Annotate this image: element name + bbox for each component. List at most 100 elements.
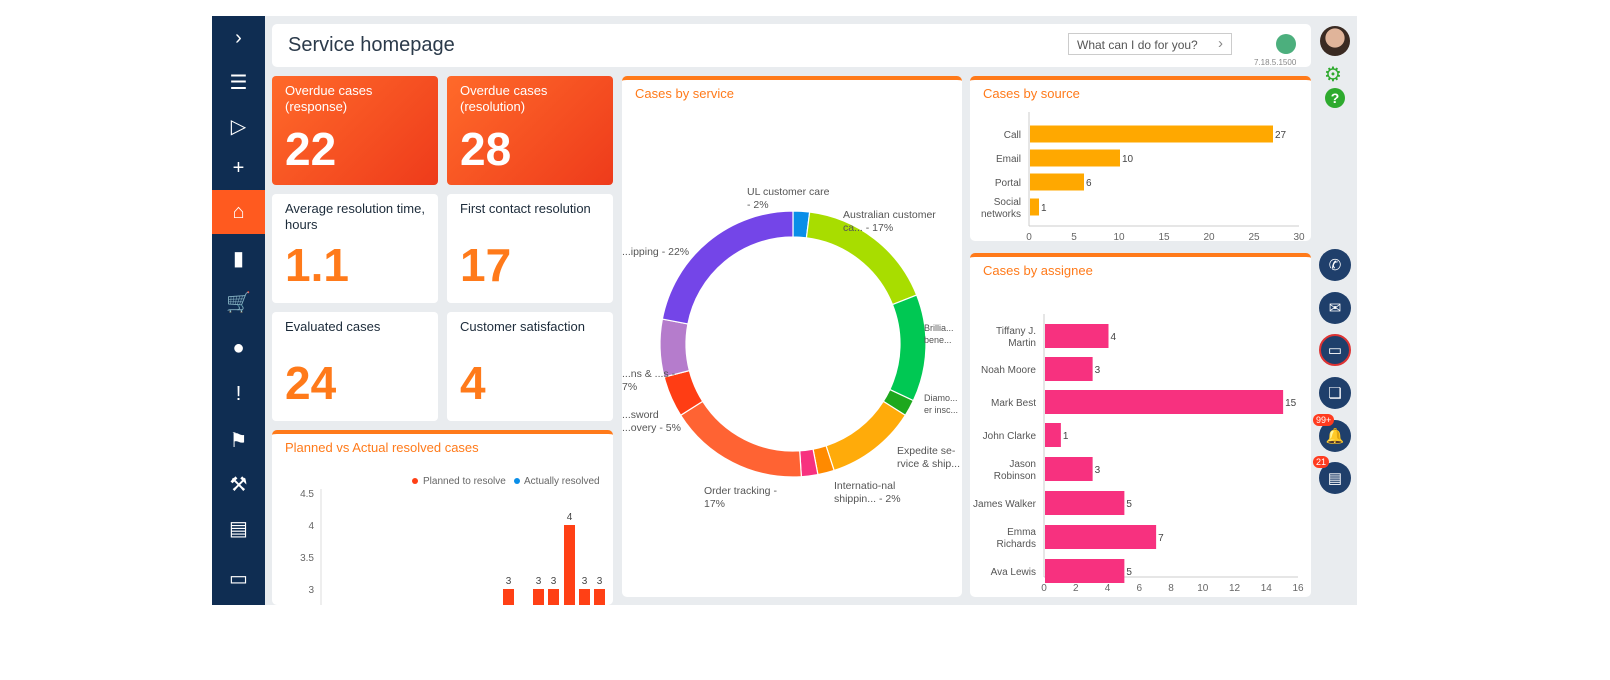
slice-label: UL customer care - 2%	[747, 186, 830, 211]
kpi-tile[interactable]: Overdue cases (resolution) 28	[447, 76, 613, 185]
kpi-label: Overdue cases (resolution)	[460, 83, 548, 114]
legend-planned: Planned to resolve	[423, 476, 506, 487]
x-tick-label: 10	[1113, 232, 1125, 241]
data-label: 3	[506, 576, 512, 587]
data-label: 3	[1095, 365, 1101, 376]
slice-label: Brillia... bene...	[924, 323, 954, 345]
play-icon[interactable]: ▷	[230, 115, 247, 138]
search-placeholder: What can I do for you?	[1077, 38, 1198, 52]
data-label: 3	[582, 576, 588, 587]
kpi-label: Average resolution time, hours	[285, 201, 425, 232]
kpi-label: First contact resolution	[460, 201, 591, 216]
user-avatar[interactable]	[1320, 26, 1350, 56]
bar-planned	[594, 589, 605, 605]
slice-label: Diamo... er insc...	[924, 393, 959, 415]
category-label: James Walker	[973, 499, 1037, 510]
slice-label: ...ns & ...s - 7%	[622, 368, 676, 393]
tools-icon[interactable]: ⚒	[229, 473, 248, 496]
cart-icon[interactable]: 🛒	[226, 291, 251, 314]
kpi-value: 1.1	[285, 239, 349, 291]
y-tick-label: 3.5	[300, 553, 314, 564]
notifications-icon[interactable]: 🔔 99+	[1313, 414, 1351, 452]
bar-planned	[533, 589, 544, 605]
bar	[1045, 423, 1061, 447]
chat-icon[interactable]: ▭	[1319, 334, 1351, 366]
legend-marker-planned	[412, 478, 418, 484]
bar-planned	[579, 589, 590, 605]
search-input[interactable]: What can I do for you? ›	[1068, 33, 1232, 55]
bar	[1030, 125, 1273, 143]
chevron-right-icon: ›	[1218, 35, 1223, 52]
cases-by-source-panel: Cases by source 0 5 10 15 20 25 30 27 Call 10 Emai…	[970, 76, 1311, 241]
feed-badge: 21	[1313, 456, 1330, 468]
category-label: Emma Richards	[997, 527, 1037, 550]
bar	[1045, 457, 1093, 481]
data-label: 10	[1122, 154, 1134, 165]
home-icon[interactable]: ⌂	[212, 190, 265, 234]
x-tick-label: 6	[1136, 583, 1142, 594]
dashboard-icon[interactable]: ▮	[232, 247, 244, 270]
contact-icon[interactable]: ●	[232, 336, 245, 359]
settings-icon[interactable]: ⚙	[1324, 64, 1342, 86]
feed-icon[interactable]: ▤ 21	[1313, 456, 1351, 494]
bar-planned	[503, 589, 514, 605]
kpi-value: 28	[460, 123, 512, 175]
kpi-tile[interactable]: Customer satisfaction 4	[447, 312, 613, 421]
cases-by-assignee-panel: Cases by assignee 0 2 4 6 8 10 12 14 16 4 Tiffany …	[970, 253, 1311, 597]
data-label: 1	[1041, 203, 1047, 214]
kpi-value: 4	[460, 357, 486, 409]
donut-slice	[889, 294, 927, 402]
category-label: John Clarke	[983, 431, 1037, 442]
panel-title: Cases by assignee	[983, 263, 1093, 278]
kpi-tile[interactable]: First contact resolution 17	[447, 194, 613, 303]
chevron-right-icon[interactable]: ›	[235, 26, 242, 49]
x-tick-label: 0	[1026, 232, 1032, 241]
x-tick-label: 25	[1248, 232, 1260, 241]
data-label: 3	[551, 576, 557, 587]
category-label: Call	[1004, 130, 1021, 141]
help-icon[interactable]: ?	[1325, 88, 1345, 108]
phone-icon[interactable]: ✆	[1319, 249, 1351, 281]
data-label: 5	[1126, 499, 1132, 510]
x-tick-label: 20	[1203, 232, 1215, 241]
cases-icon[interactable]: !	[235, 382, 242, 405]
data-label: 1	[1063, 431, 1069, 442]
cases-by-service-panel: Cases by service UL customer care - 2% Au…	[622, 76, 962, 597]
x-tick-label: 14	[1261, 583, 1273, 594]
kpi-tile[interactable]: Average resolution time, hours 1.1	[272, 194, 438, 303]
data-label: 15	[1285, 398, 1297, 409]
category-label: Mark Best	[991, 398, 1036, 409]
category-label: Noah Moore	[981, 365, 1036, 376]
email-icon[interactable]: ✉	[1319, 292, 1351, 324]
data-label: 3	[536, 576, 542, 587]
kpi-tile[interactable]: Evaluated cases 24	[272, 312, 438, 421]
bar	[1045, 357, 1093, 381]
donut-slice	[661, 210, 794, 325]
menu-icon[interactable]: ☰	[229, 71, 248, 94]
y-tick-label: 3	[308, 585, 314, 596]
data-label: 3	[1095, 465, 1101, 476]
document-icon[interactable]: ▤	[229, 517, 248, 540]
flag-icon[interactable]: ⚑	[229, 429, 248, 452]
slice-label: ...ipping - 22%	[622, 246, 690, 258]
category-label: Portal	[995, 178, 1021, 189]
bar	[1045, 559, 1125, 583]
kpi-tile[interactable]: Overdue cases (response) 22	[272, 76, 438, 185]
data-label: 4	[1111, 332, 1117, 343]
book-icon[interactable]: ▭	[229, 567, 248, 590]
header-bar: Service homepage What can I do for you? …	[272, 24, 1311, 67]
slice-label: Expedite se-rvice & ship...	[897, 445, 961, 470]
messages-icon[interactable]: ❏	[1319, 377, 1351, 409]
bar	[1030, 173, 1084, 191]
x-tick-label: 15	[1158, 232, 1170, 241]
data-label: 3	[597, 576, 603, 587]
plus-icon[interactable]: +	[232, 156, 245, 179]
category-label: Tiffany J. Martin	[996, 326, 1036, 349]
page-title: Service homepage	[288, 34, 455, 56]
bar	[1045, 324, 1109, 348]
kpi-value: 22	[285, 123, 337, 175]
notifications-badge: 99+	[1313, 414, 1335, 426]
slice-label: ...sword ...overy - 5%	[622, 409, 681, 434]
x-tick-label: 16	[1292, 583, 1304, 594]
x-tick-label: 0	[1041, 583, 1047, 594]
